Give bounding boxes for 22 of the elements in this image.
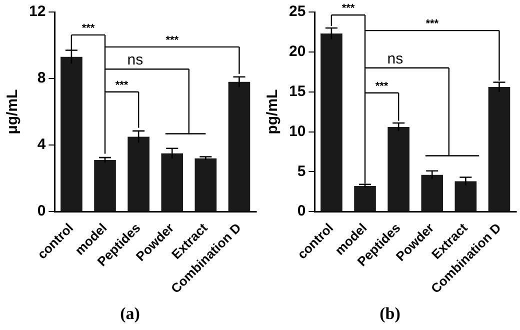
y-tick-label: 4 [37, 136, 46, 154]
text: (b) [378, 303, 402, 325]
y-tick-label: 10 [288, 122, 306, 140]
annotation: *** [82, 22, 96, 34]
y-tick-label: 25 [288, 3, 306, 20]
text: (a) [119, 303, 141, 325]
y-axis-title: pg/mL [264, 89, 282, 134]
annotation: ns [127, 52, 144, 69]
annotation: *** [115, 79, 129, 92]
annotation: ns [387, 50, 404, 68]
annotation: *** [426, 18, 440, 30]
y-tick-label: 5 [297, 162, 306, 180]
y-tick-label: 8 [37, 70, 46, 87]
y-tick-label: 20 [288, 43, 306, 60]
annotation: *** [166, 34, 180, 46]
y-tick-label: 12 [28, 3, 46, 20]
annotation: *** [342, 2, 356, 15]
annotation: *** [375, 80, 389, 92]
y-tick-label: 0 [37, 202, 46, 220]
y-axis-title: μg/mL [4, 89, 22, 134]
y-tick-label: 0 [297, 202, 306, 220]
y-tick-label: 15 [288, 82, 306, 100]
